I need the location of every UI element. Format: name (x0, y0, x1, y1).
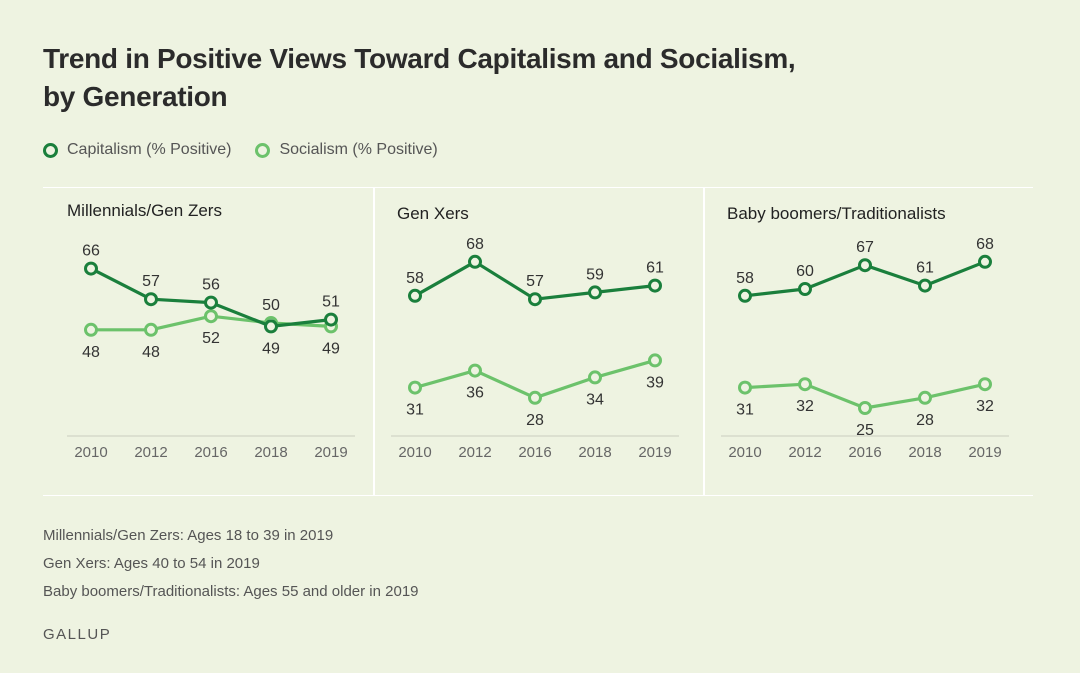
data-label-capitalism-millennials-gen-zers-2010: 66 (82, 243, 100, 260)
x-tick-label-millennials-gen-zers-2010: 2010 (74, 444, 107, 461)
point-socialism-gen-xers-2018 (588, 370, 602, 385)
source-gallup: GALLUP (43, 626, 112, 643)
point-capitalism-gen-xers-2010 (408, 288, 422, 303)
data-label-capitalism-baby-boomers-traditionalists-2018: 61 (916, 260, 934, 277)
note-boomers: Baby boomers/Traditionalists: Ages 55 an… (43, 583, 419, 600)
x-tick-label-baby-boomers-traditionalists-2016: 2016 (848, 444, 881, 461)
point-capitalism-baby-boomers-traditionalists-2018 (918, 278, 932, 293)
data-label-socialism-gen-xers-2012: 36 (466, 385, 484, 402)
data-label-capitalism-millennials-gen-zers-2018: 49 (262, 340, 280, 357)
data-label-capitalism-baby-boomers-traditionalists-2019: 68 (976, 236, 994, 253)
point-capitalism-baby-boomers-traditionalists-2010 (738, 288, 752, 303)
x-tick-label-gen-xers-2010: 2010 (398, 444, 431, 461)
data-label-capitalism-gen-xers-2019: 61 (646, 260, 664, 277)
data-label-socialism-baby-boomers-traditionalists-2010: 31 (736, 402, 754, 419)
data-label-socialism-baby-boomers-traditionalists-2019: 32 (976, 398, 994, 415)
data-label-socialism-gen-xers-2016: 28 (526, 412, 544, 429)
x-tick-label-baby-boomers-traditionalists-2012: 2012 (788, 444, 821, 461)
data-label-socialism-gen-xers-2010: 31 (406, 402, 424, 419)
point-socialism-gen-xers-2019 (648, 353, 662, 368)
point-socialism-baby-boomers-traditionalists-2010 (738, 380, 752, 395)
x-tick-label-millennials-gen-zers-2019: 2019 (314, 444, 347, 461)
legend-marker-socialism (255, 142, 271, 158)
data-label-socialism-millennials-gen-zers-2018: 50 (262, 297, 280, 314)
point-capitalism-millennials-gen-zers-2012 (144, 292, 158, 307)
point-socialism-baby-boomers-traditionalists-2018 (918, 390, 932, 405)
data-label-socialism-millennials-gen-zers-2012: 48 (142, 344, 160, 361)
panels-bottom-rule (43, 495, 1033, 496)
point-capitalism-millennials-gen-zers-2018 (264, 319, 278, 334)
panel-title-gen-x: Gen Xers (397, 204, 469, 223)
point-capitalism-millennials-gen-zers-2019 (324, 312, 338, 327)
data-label-capitalism-millennials-gen-zers-2016: 56 (202, 277, 220, 294)
point-capitalism-baby-boomers-traditionalists-2016 (858, 258, 872, 273)
legend-item-socialism: Socialism (% Positive) (255, 141, 438, 159)
point-capitalism-gen-xers-2016 (528, 292, 542, 307)
panel-title-boomers: Baby boomers/Traditionalists (727, 204, 946, 223)
x-tick-label-gen-xers-2012: 2012 (458, 444, 491, 461)
point-socialism-baby-boomers-traditionalists-2012 (798, 377, 812, 392)
point-capitalism-millennials-gen-zers-2010 (84, 261, 98, 276)
data-label-socialism-millennials-gen-zers-2010: 48 (82, 344, 100, 361)
point-capitalism-gen-xers-2012 (468, 254, 482, 269)
data-label-socialism-gen-xers-2019: 39 (646, 374, 664, 391)
data-label-capitalism-gen-xers-2010: 58 (406, 270, 424, 287)
data-label-socialism-baby-boomers-traditionalists-2012: 32 (796, 398, 814, 415)
legend-label-socialism: Socialism (% Positive) (279, 141, 438, 158)
panels-top-rule (43, 187, 1033, 188)
data-label-capitalism-baby-boomers-traditionalists-2012: 60 (796, 263, 814, 280)
point-socialism-gen-xers-2010 (408, 380, 422, 395)
data-label-capitalism-gen-xers-2016: 57 (526, 273, 544, 290)
panel-divider-2 (703, 187, 705, 496)
data-label-capitalism-millennials-gen-zers-2012: 57 (142, 273, 160, 290)
x-tick-label-gen-xers-2018: 2018 (578, 444, 611, 461)
data-label-socialism-gen-xers-2018: 34 (586, 391, 604, 408)
data-label-socialism-millennials-gen-zers-2019: 49 (322, 340, 340, 357)
note-gen-x: Gen Xers: Ages 40 to 54 in 2019 (43, 555, 260, 572)
point-capitalism-baby-boomers-traditionalists-2019 (978, 254, 992, 269)
chart-title: Trend in Positive Views Toward Capitalis… (43, 43, 796, 112)
point-socialism-baby-boomers-traditionalists-2019 (978, 377, 992, 392)
point-socialism-millennials-gen-zers-2012 (144, 322, 158, 337)
point-capitalism-millennials-gen-zers-2016 (204, 295, 218, 310)
x-tick-label-baby-boomers-traditionalists-2010: 2010 (728, 444, 761, 461)
x-tick-label-gen-xers-2016: 2016 (518, 444, 551, 461)
point-socialism-gen-xers-2012 (468, 363, 482, 378)
point-capitalism-gen-xers-2018 (588, 285, 602, 300)
x-tick-label-millennials-gen-zers-2016: 2016 (194, 444, 227, 461)
point-capitalism-gen-xers-2019 (648, 278, 662, 293)
point-capitalism-baby-boomers-traditionalists-2012 (798, 282, 812, 296)
legend-item-capitalism: Capitalism (% Positive) (43, 141, 231, 159)
x-tick-label-millennials-gen-zers-2012: 2012 (134, 444, 167, 461)
data-label-socialism-millennials-gen-zers-2016: 52 (202, 330, 220, 347)
data-label-capitalism-baby-boomers-traditionalists-2010: 58 (736, 270, 754, 287)
legend: Capitalism (% Positive) Socialism (% Pos… (43, 138, 462, 162)
point-socialism-baby-boomers-traditionalists-2016 (858, 401, 872, 415)
panel-title-millennials: Millennials/Gen Zers (67, 201, 222, 220)
panel-divider-1 (373, 187, 375, 496)
x-tick-label-baby-boomers-traditionalists-2019: 2019 (968, 444, 1001, 461)
data-label-capitalism-millennials-gen-zers-2019: 51 (322, 294, 340, 311)
legend-marker-capitalism (43, 142, 58, 158)
data-label-capitalism-baby-boomers-traditionalists-2016: 67 (856, 239, 874, 256)
x-tick-label-gen-xers-2019: 2019 (638, 444, 671, 461)
note-millennials: Millennials/Gen Zers: Ages 18 to 39 in 2… (43, 527, 334, 544)
data-label-capitalism-gen-xers-2018: 59 (586, 266, 604, 283)
data-label-capitalism-gen-xers-2012: 68 (466, 236, 484, 253)
data-label-socialism-baby-boomers-traditionalists-2016: 25 (856, 422, 874, 439)
data-label-socialism-baby-boomers-traditionalists-2018: 28 (916, 412, 934, 429)
point-socialism-millennials-gen-zers-2016 (204, 309, 218, 324)
x-tick-label-millennials-gen-zers-2018: 2018 (254, 444, 287, 461)
point-socialism-gen-xers-2016 (528, 390, 542, 405)
legend-label-capitalism: Capitalism (% Positive) (67, 141, 232, 158)
point-socialism-millennials-gen-zers-2010 (84, 322, 98, 337)
x-tick-label-baby-boomers-traditionalists-2018: 2018 (908, 444, 941, 461)
